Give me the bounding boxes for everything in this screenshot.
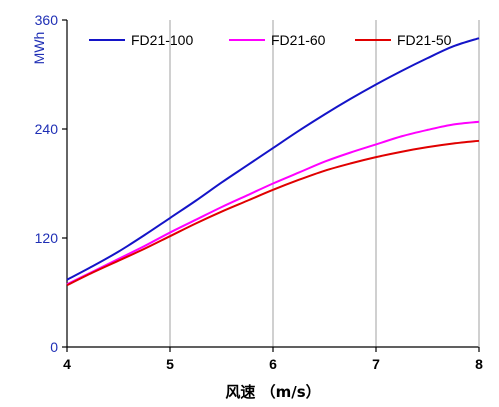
- series-line-fd21-100: [66, 37, 480, 281]
- x-tick-label-7: 7: [372, 356, 380, 372]
- legend-label-fd21-50: FD21-50: [397, 32, 452, 48]
- y-tick-label-360: 360: [35, 12, 59, 28]
- y-tick-label-120: 120: [35, 230, 59, 246]
- x-tick-label-8: 8: [475, 356, 483, 372]
- legend: FD21-100 FD21-60 FD21-50: [89, 32, 452, 48]
- y-tick-label-0: 0: [50, 339, 58, 355]
- x-axis-label: 风速 （m/s）: [225, 383, 320, 401]
- legend-label-fd21-60: FD21-60: [271, 32, 326, 48]
- y-axis-label: MWh: [31, 32, 47, 65]
- x-tick-label-6: 6: [269, 356, 277, 372]
- tick-labels: 0 120 240 360 4 5 6 7 8: [35, 12, 483, 372]
- series-line-fd21-60: [66, 120, 480, 286]
- legend-label-fd21-100: FD21-100: [131, 32, 193, 48]
- series-layer: [66, 37, 480, 287]
- series-line-fd21-50: [66, 139, 480, 287]
- x-tick-label-5: 5: [166, 356, 174, 372]
- x-tick-label-4: 4: [63, 356, 71, 372]
- y-tick-label-240: 240: [35, 121, 59, 137]
